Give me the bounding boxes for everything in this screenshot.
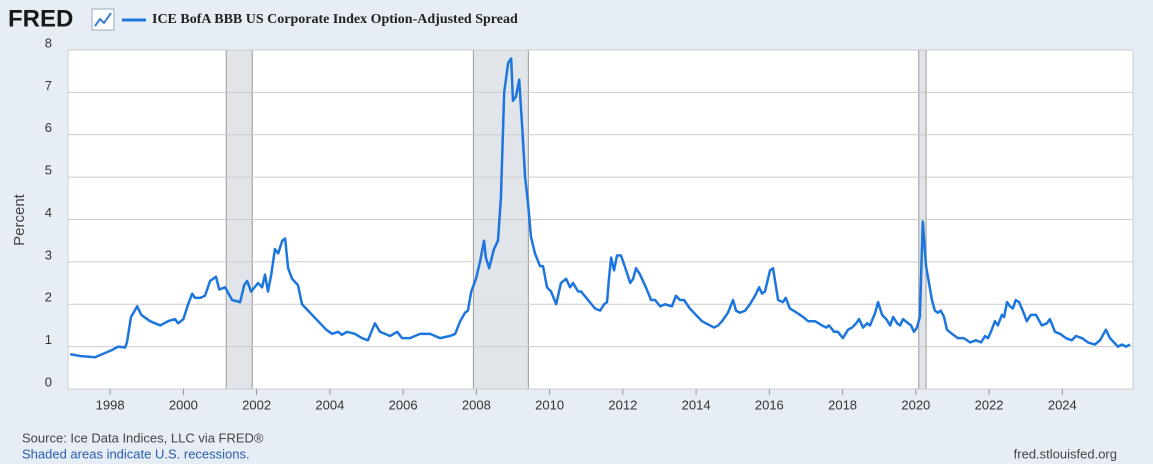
x-tick-label: 2020	[901, 397, 930, 412]
x-tick-label: 2018	[828, 397, 857, 412]
y-axis-label: Percent	[11, 193, 28, 246]
y-tick-label: 0	[45, 374, 52, 389]
x-tick-label: 1998	[96, 397, 125, 412]
logo: FRED	[8, 5, 73, 32]
y-tick-label: 7	[45, 78, 52, 93]
y-tick-label: 6	[45, 120, 52, 135]
series-line	[69, 57, 1131, 359]
x-tick-label: 2014	[682, 397, 711, 412]
x-tick-label: 2000	[169, 397, 198, 412]
x-tick-label: 2024	[1048, 397, 1077, 412]
x-tick-label: 2012	[608, 397, 637, 412]
x-tick-label: 2004	[315, 397, 344, 412]
recession-note[interactable]: Shaded areas indicate U.S. recessions.	[22, 446, 250, 461]
source: Source: Ice Data Indices, LLC via FRED®	[22, 430, 264, 445]
y-tick-label: 3	[45, 247, 52, 262]
legend-label: ICE BofA BBB US Corporate Index Option-A…	[152, 12, 518, 27]
logo-icon	[91, 8, 115, 31]
y-tick-label: 4	[45, 205, 52, 220]
x-tick-label: 2006	[389, 397, 418, 412]
y-tick-label: 5	[45, 163, 52, 178]
x-tick-label: 2016	[755, 397, 784, 412]
x-tick-label: 2010	[535, 397, 564, 412]
y-tick-label: 1	[45, 332, 52, 347]
y-tick-label: 2	[45, 290, 52, 305]
x-tick-label: 2008	[462, 397, 491, 412]
y-tick-label: 8	[45, 35, 52, 50]
x-tick-label: 2002	[242, 397, 271, 412]
site[interactable]: fred.stlouisfed.org	[1014, 446, 1117, 461]
x-tick-label: 2022	[975, 397, 1004, 412]
